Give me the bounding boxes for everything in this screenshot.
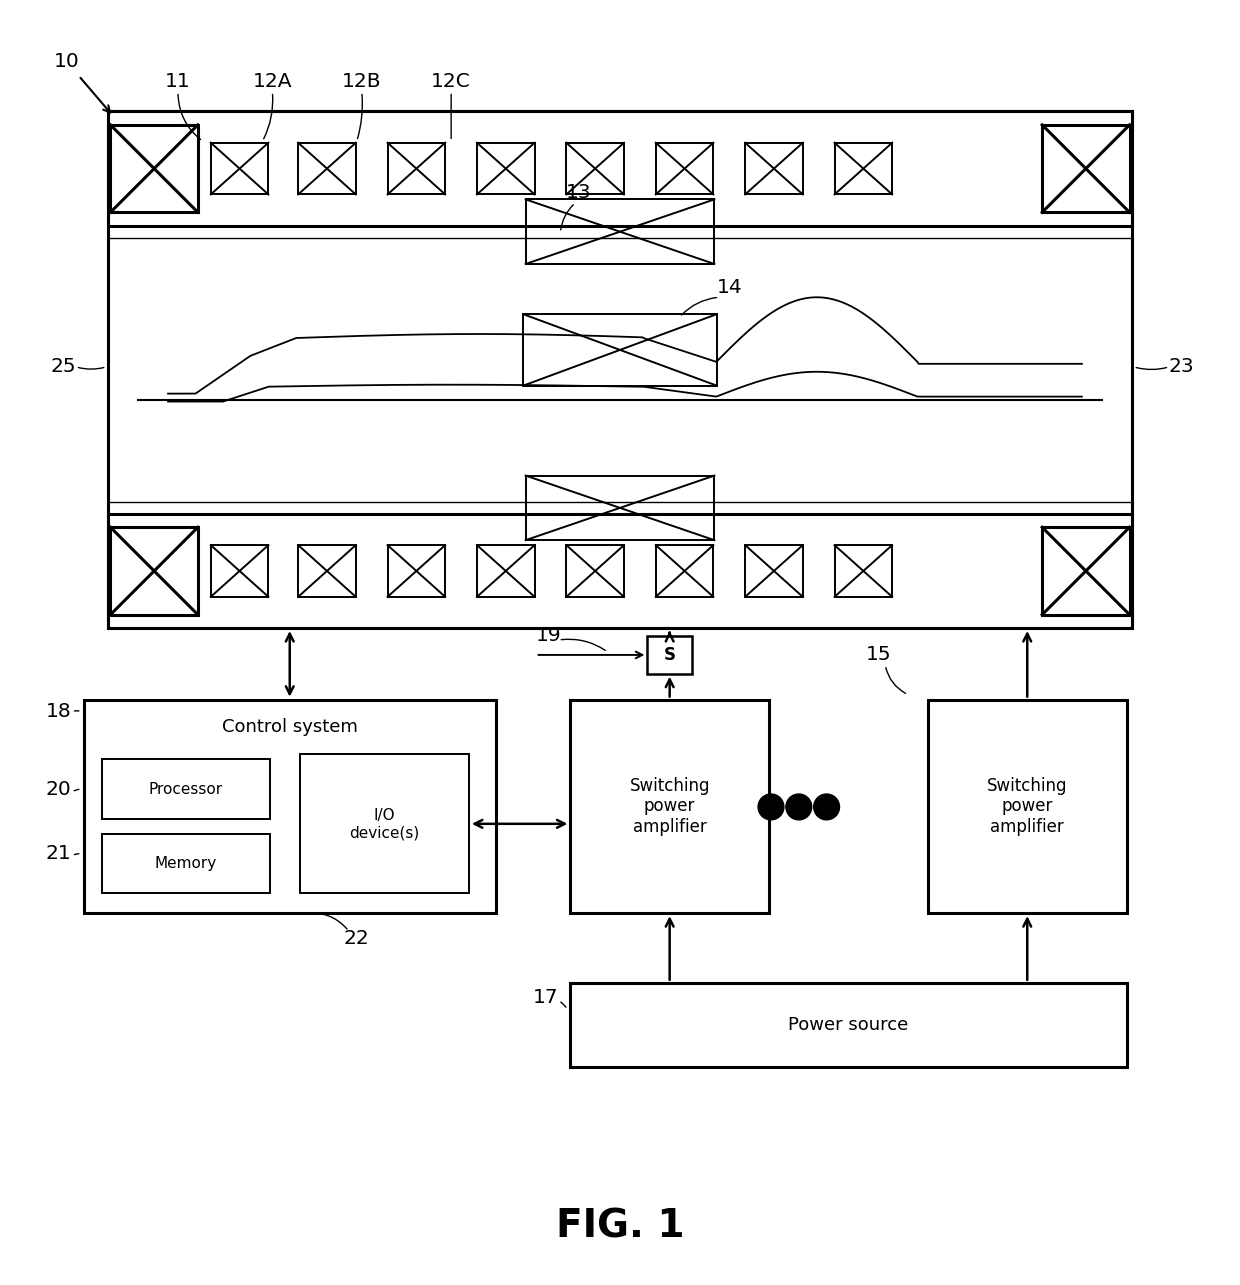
Bar [108, 112, 1132, 226]
Bar [110, 527, 198, 614]
Bar [570, 983, 1127, 1068]
Text: 19: 19 [536, 626, 562, 645]
Text: Power source: Power source [789, 1016, 909, 1034]
Bar [477, 143, 534, 194]
Bar [656, 545, 713, 596]
Bar [928, 699, 1127, 914]
Text: 12B: 12B [342, 72, 382, 91]
Bar [108, 112, 1132, 628]
Text: 12C: 12C [432, 72, 471, 91]
Bar [102, 834, 270, 893]
Bar [300, 754, 469, 893]
Bar [567, 545, 624, 596]
Text: 12A: 12A [253, 72, 293, 91]
Text: 17: 17 [533, 988, 558, 1007]
Bar [647, 636, 692, 673]
Text: 20: 20 [46, 780, 72, 798]
Text: 23: 23 [1168, 357, 1194, 377]
Text: 11: 11 [165, 72, 191, 91]
Text: 22: 22 [343, 929, 370, 947]
Circle shape [813, 794, 839, 820]
Text: Switching
power
amplifier: Switching power amplifier [630, 776, 711, 837]
Bar [388, 143, 445, 194]
Text: FIG. 1: FIG. 1 [556, 1207, 684, 1245]
Bar [656, 143, 713, 194]
Text: Switching
power
amplifier: Switching power amplifier [987, 776, 1068, 837]
Bar [477, 545, 534, 596]
Text: 10: 10 [53, 53, 79, 71]
Bar [526, 199, 714, 263]
Bar [835, 143, 892, 194]
Bar [298, 545, 356, 596]
Bar [745, 143, 802, 194]
Bar [388, 545, 445, 596]
Bar [108, 514, 1132, 628]
Bar [745, 545, 802, 596]
Text: 18: 18 [46, 702, 72, 721]
Bar [83, 699, 496, 914]
Text: 25: 25 [51, 357, 77, 377]
Bar [211, 545, 268, 596]
Text: 21: 21 [46, 844, 72, 864]
Bar [211, 143, 268, 194]
Circle shape [786, 794, 812, 820]
Bar [298, 143, 356, 194]
Text: S: S [663, 646, 676, 664]
Bar [110, 125, 198, 212]
Text: 15: 15 [866, 645, 892, 664]
Bar [570, 699, 769, 914]
Circle shape [758, 794, 784, 820]
Text: I/O
device(s): I/O device(s) [350, 807, 419, 840]
Bar [567, 143, 624, 194]
Text: Memory: Memory [155, 856, 217, 871]
Bar [1042, 527, 1130, 614]
Text: Processor: Processor [149, 781, 223, 797]
Text: Control system: Control system [222, 718, 357, 736]
Bar [526, 475, 714, 540]
Bar [102, 759, 270, 819]
Bar [1042, 125, 1130, 212]
Text: 14: 14 [717, 278, 742, 297]
Text: 13: 13 [565, 184, 591, 203]
Bar [523, 314, 717, 386]
Bar [835, 545, 892, 596]
